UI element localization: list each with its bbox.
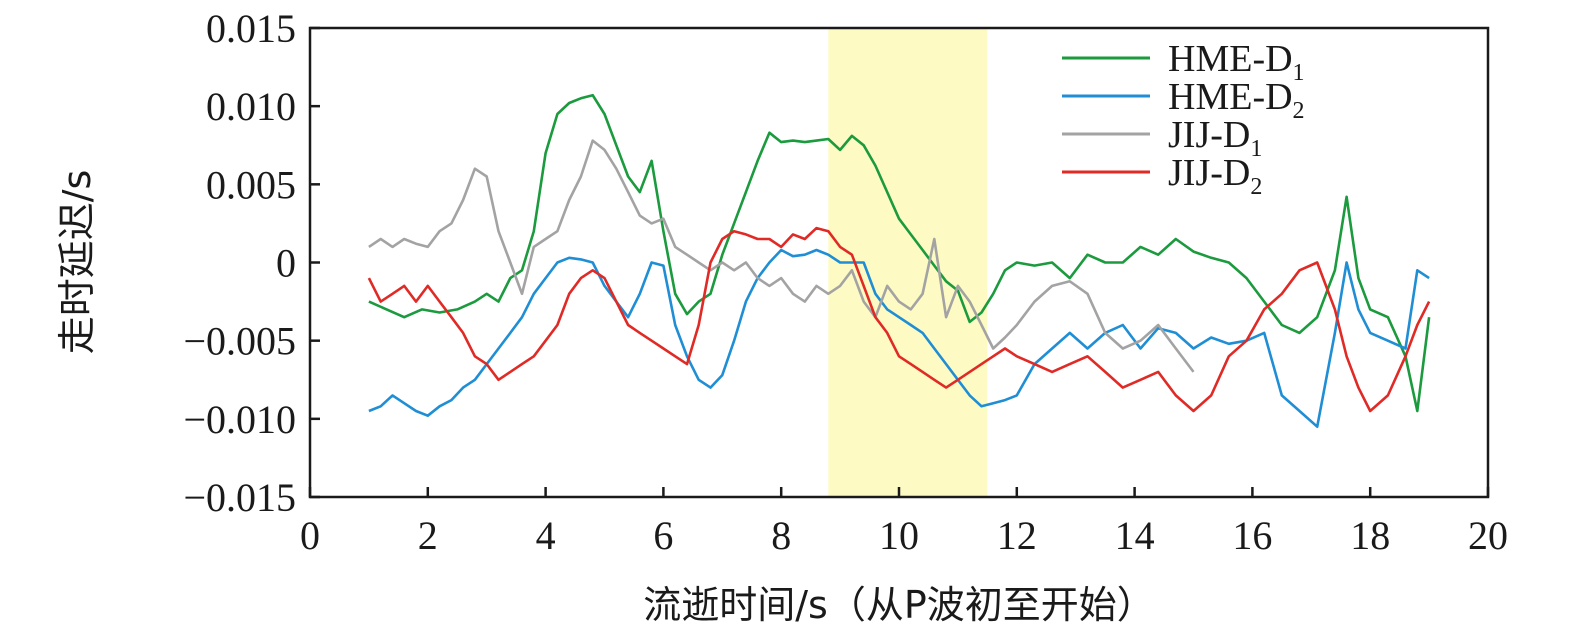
y-tick-label: 0.010 xyxy=(206,84,296,129)
y-tick-label: −0.015 xyxy=(183,475,296,520)
x-tick-label: 6 xyxy=(653,513,673,558)
plot-area xyxy=(367,93,1431,429)
legend-label: HME-D2 xyxy=(1168,76,1305,124)
legend-item: JIJ-D2 xyxy=(1062,152,1262,200)
x-axis: 0 2 4 6 8 10 12 14 16 18 20 xyxy=(300,487,1508,558)
series-line-hme-d1 xyxy=(368,93,1431,413)
y-axis: 0.015 0.010 0.005 0 −0.005 −0.010 −0.015 xyxy=(183,6,320,520)
x-tick-label: 0 xyxy=(300,513,320,558)
x-axis-title: 流逝时间/s（从P波初至开始） xyxy=(643,583,1155,627)
legend-item: JIJ-D1 xyxy=(1062,114,1262,162)
x-tick-label: 20 xyxy=(1468,513,1508,558)
x-tick-label: 2 xyxy=(418,513,438,558)
x-tick-label: 10 xyxy=(879,513,919,558)
legend-item: HME-D1 xyxy=(1062,38,1305,86)
y-tick-label: 0.015 xyxy=(206,6,296,51)
y-tick-label: −0.010 xyxy=(183,397,296,442)
series-line-jij-d1 xyxy=(368,139,1195,373)
y-tick-label: 0.005 xyxy=(206,162,296,207)
series-line-jij-d2 xyxy=(367,226,1431,413)
legend-label: HME-D1 xyxy=(1168,38,1305,86)
legend-label: JIJ-D2 xyxy=(1168,152,1262,200)
legend-label: JIJ-D1 xyxy=(1168,114,1262,162)
x-tick-label: 8 xyxy=(771,513,791,558)
legend-item: HME-D2 xyxy=(1062,76,1305,124)
y-axis-title: 走时延迟/s xyxy=(55,170,99,355)
x-tick-label: 14 xyxy=(1115,513,1155,558)
x-tick-label: 16 xyxy=(1232,513,1272,558)
y-tick-label: 0 xyxy=(276,241,296,286)
x-tick-label: 18 xyxy=(1350,513,1390,558)
series-line-hme-d2 xyxy=(368,248,1430,429)
y-tick-label: −0.005 xyxy=(183,319,296,364)
x-tick-label: 12 xyxy=(997,513,1037,558)
x-tick-label: 4 xyxy=(536,513,556,558)
